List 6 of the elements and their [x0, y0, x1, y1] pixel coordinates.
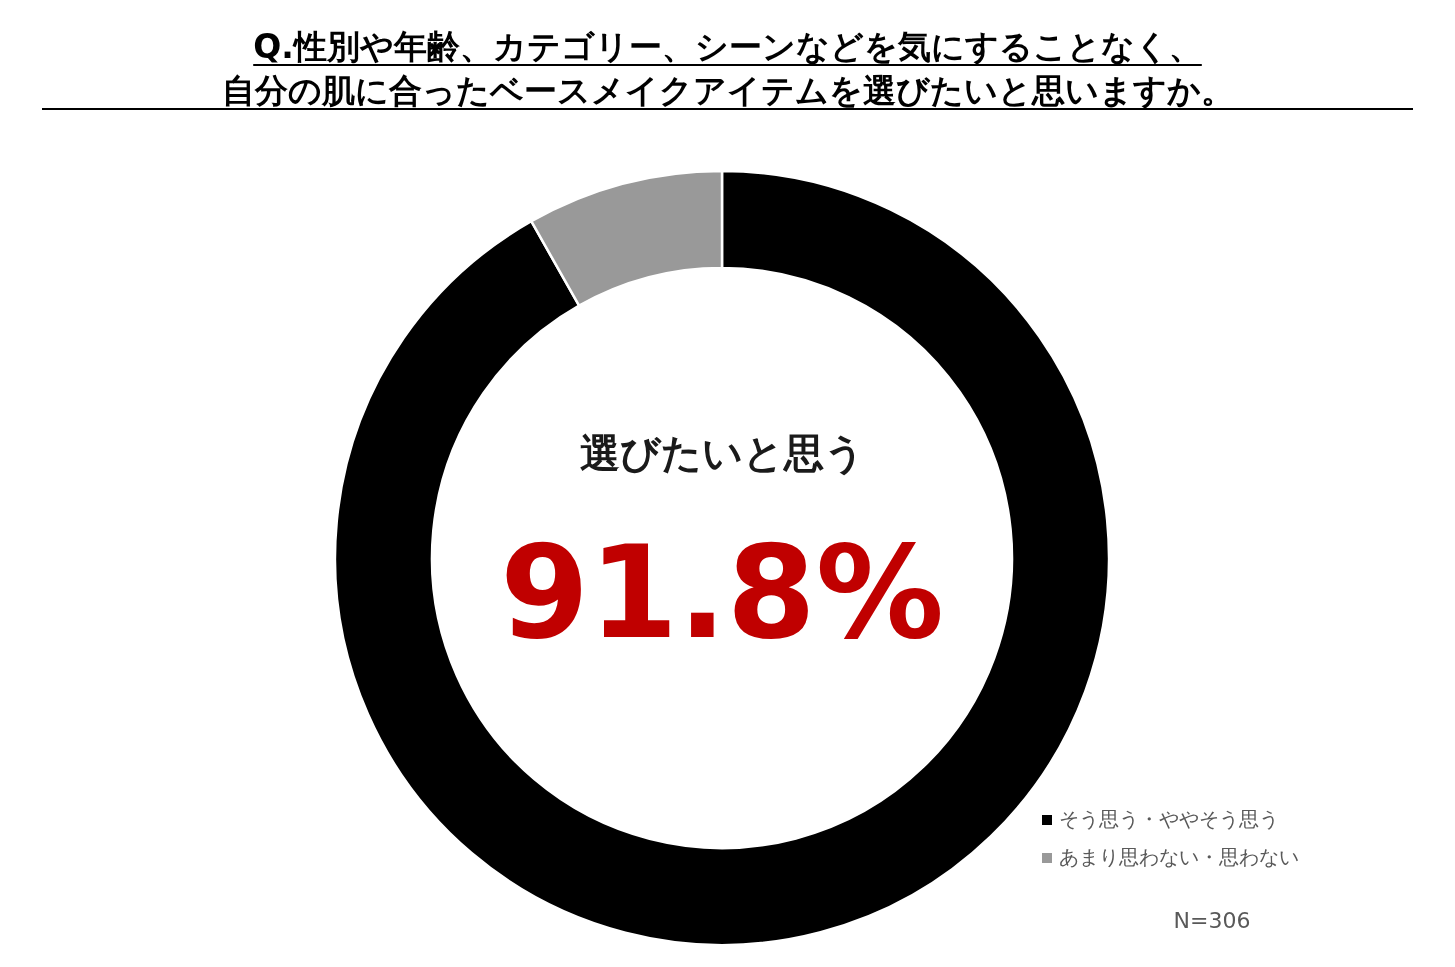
text: N=306	[1173, 908, 1251, 933]
text: 91.8%	[499, 518, 945, 667]
chart-title: Q.性別や年齢、カテゴリー、シーンなどを気にすることなく、自分の肌に合ったベースメイクアイテムを選びたいと思いますか。	[221, 27, 1234, 110]
legend-label: あまり思わない・思わない	[1059, 845, 1299, 869]
legend-label: そう思う・ややそう思う	[1059, 807, 1279, 831]
text: 選びたいと思う	[579, 430, 865, 476]
